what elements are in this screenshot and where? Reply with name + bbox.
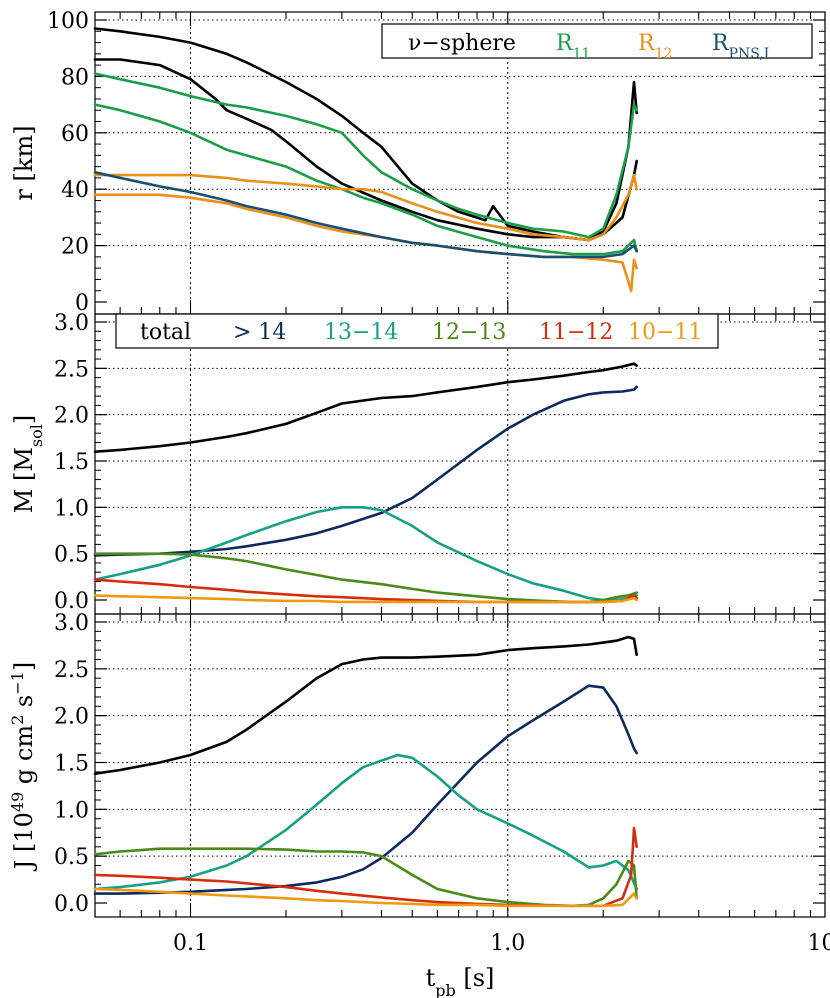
series-line [93, 684, 639, 895]
y-tick-label: 0.5 [54, 543, 89, 568]
series-line [93, 847, 639, 908]
panel-3: 0.0 0.5 1.0 1.5 2.0 2.5 3.0 J [1049 g cm2 s−1] 0… [8, 611, 830, 998]
series-line [93, 635, 639, 776]
legend-entry: 10−11 [628, 320, 702, 345]
y-tick-label: 0.5 [54, 845, 89, 870]
y-tick-label: 2.0 [54, 705, 89, 730]
legend-entry: 11−12 [539, 320, 613, 345]
legend-entry: ν−sphere [408, 31, 516, 56]
y-axis-label: J [1049 g cm2 s−1] [8, 662, 39, 872]
plot-frame [94, 613, 826, 918]
series-line [93, 103, 639, 256]
y-tick-label: 1.0 [54, 496, 89, 521]
legend-entry: R12 [638, 31, 672, 62]
y-tick-label: 1.0 [54, 798, 89, 823]
y-tick-label: 100 [47, 9, 89, 34]
y-tick-label: 0 [75, 291, 89, 316]
series-line [93, 826, 639, 908]
legend-entry: 12−13 [432, 320, 506, 345]
y-tick-label: 3.0 [54, 311, 89, 336]
y-tick-label: 2.0 [54, 404, 89, 429]
series-line [93, 171, 639, 259]
x-tick-label: 10. [808, 931, 830, 956]
panels: 0 20 40 60 80 100 r [km] ν−sphere R11 R12 RPNS,I 0.… [8, 9, 830, 998]
y-axis-label-text: M [Msol] [10, 415, 46, 513]
panel-2: 0.0 0.5 1.0 1.5 2.0 2.5 3.0 M [Msol] total > 14 13… [10, 311, 826, 615]
y-tick-label: 2.5 [54, 357, 89, 382]
y-tick-label: 60 [61, 122, 89, 147]
y-tick-label: 20 [61, 235, 89, 260]
series-line [93, 173, 639, 242]
legend: total > 14 13−14 12−13 11−12 10−11 [115, 313, 719, 349]
legend-entry: total [140, 320, 191, 345]
y-axis-label: r [km] [10, 125, 38, 200]
legend-entry: R11 [556, 31, 590, 62]
series-line [93, 362, 639, 454]
y-axis-label: M [Msol] [10, 415, 46, 513]
y-tick-label: 1.5 [54, 450, 89, 475]
legend-box [115, 313, 719, 349]
y-axis-label-text: r [km] [10, 125, 38, 200]
series-line [93, 753, 639, 891]
x-tick-label: 0.1 [173, 931, 208, 956]
x-axis-label: tpb [s] [426, 964, 495, 998]
series-line [93, 58, 639, 242]
series-line [93, 72, 639, 239]
series-line [93, 887, 639, 908]
series-line [93, 27, 639, 242]
series-line [93, 594, 639, 604]
panel-1: 0 20 40 60 80 100 r [km] ν−sphere R11 R12 RPNS,I [10, 9, 826, 316]
legend-entry: RPNS,I [712, 31, 769, 62]
y-tick-label: 40 [61, 178, 89, 203]
series-line [93, 385, 639, 557]
y-tick-label: 1.5 [54, 752, 89, 777]
legend-entry: 13−14 [324, 320, 398, 345]
legend-box [381, 23, 813, 59]
legend: ν−sphere R11 R12 RPNS,I [381, 23, 813, 62]
y-axis-label-text: J [1049 g cm2 s−1] [8, 662, 39, 872]
y-tick-label: 80 [61, 65, 89, 90]
y-tick-label: 0.0 [54, 589, 89, 614]
y-tick-label: 3.0 [54, 611, 89, 636]
series-line [93, 505, 639, 602]
x-tick-label: 1.0 [490, 931, 525, 956]
legend-entry: > 14 [233, 320, 286, 345]
series-line [93, 193, 639, 293]
y-tick-label: 2.5 [54, 658, 89, 683]
y-tick-label: 0.0 [54, 892, 89, 917]
